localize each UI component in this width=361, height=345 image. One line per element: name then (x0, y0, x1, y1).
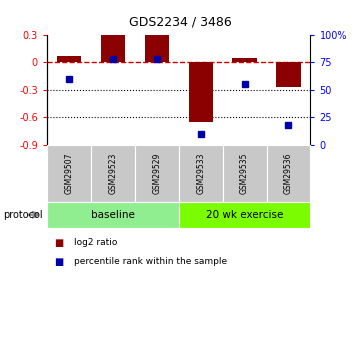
Text: 20 wk exercise: 20 wk exercise (206, 210, 283, 220)
Text: GSM29529: GSM29529 (152, 153, 161, 194)
Text: GSM29523: GSM29523 (108, 153, 117, 194)
Bar (145, 36, 169, 62)
Bar (232, 58, 257, 62)
Text: GDS2234 / 3486: GDS2234 / 3486 (129, 16, 232, 29)
Text: ■: ■ (54, 238, 64, 248)
Text: log2 ratio: log2 ratio (74, 238, 117, 247)
Text: GSM29535: GSM29535 (240, 152, 249, 194)
Bar (101, 36, 125, 62)
Bar (57, 56, 81, 62)
Text: protocol: protocol (4, 210, 43, 220)
Text: percentile rank within the sample: percentile rank within the sample (74, 257, 227, 266)
Text: baseline: baseline (91, 210, 135, 220)
Text: GSM29533: GSM29533 (196, 152, 205, 194)
Text: GSM29536: GSM29536 (284, 152, 293, 194)
Text: ■: ■ (54, 257, 64, 267)
Bar (277, 62, 301, 87)
Bar (188, 62, 213, 122)
Text: GSM29507: GSM29507 (64, 152, 73, 194)
